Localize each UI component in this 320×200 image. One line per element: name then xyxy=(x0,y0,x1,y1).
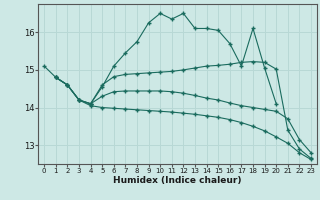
X-axis label: Humidex (Indice chaleur): Humidex (Indice chaleur) xyxy=(113,176,242,185)
